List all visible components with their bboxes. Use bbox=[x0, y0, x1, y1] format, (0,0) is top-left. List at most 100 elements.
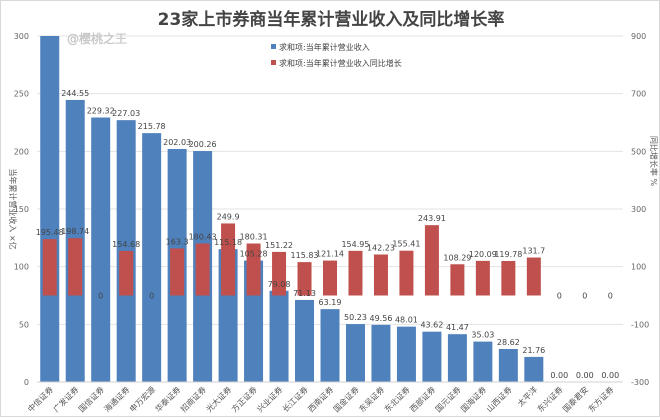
revenue-data-label: 227.03 bbox=[112, 109, 140, 118]
x-tick-label: 广发证券 bbox=[51, 384, 81, 414]
growth-data-label: 155.41 bbox=[392, 240, 420, 249]
revenue-data-label: 41.47 bbox=[446, 323, 469, 332]
revenue-bar bbox=[142, 133, 162, 382]
revenue-bar bbox=[269, 290, 289, 382]
growth-data-label: 180.31 bbox=[240, 233, 268, 242]
x-tick-label: 东北证券 bbox=[382, 384, 412, 414]
revenue-data-label: 71.13 bbox=[293, 289, 316, 298]
watermark: @樱桃之王 bbox=[67, 31, 127, 46]
growth-data-label: 131.7 bbox=[522, 247, 545, 256]
x-tick-label: 西部证券 bbox=[408, 384, 438, 414]
revenue-data-label: 229.32 bbox=[87, 107, 115, 116]
growth-data-label: 119.78 bbox=[494, 250, 522, 259]
revenue-bar bbox=[524, 356, 544, 382]
revenue-bar bbox=[371, 324, 391, 382]
y2-tick-label: 900 bbox=[631, 32, 646, 41]
revenue-data-label: 28.62 bbox=[497, 338, 520, 347]
growth-data-label: 0 bbox=[608, 292, 613, 301]
growth-data-label: 142.23 bbox=[367, 243, 395, 252]
x-tick-label: 海通证券 bbox=[102, 384, 132, 414]
legend-swatch-growth bbox=[271, 60, 276, 65]
x-tick-label: 光大证券 bbox=[204, 384, 234, 414]
revenue-data-label: 43.62 bbox=[420, 321, 443, 330]
x-tick-label: 招商证券 bbox=[178, 384, 208, 414]
y-tick-label: 50 bbox=[19, 320, 29, 329]
revenue-data-label: 215.78 bbox=[138, 122, 166, 131]
y2-tick-label: 300 bbox=[631, 205, 646, 214]
x-tick-label: 国海证券 bbox=[459, 384, 489, 414]
x-tick-label: 国金证券 bbox=[331, 384, 361, 414]
x-tick-label: 山西证券 bbox=[484, 384, 514, 414]
revenue-data-label: 50.23 bbox=[344, 313, 367, 322]
revenue-bar bbox=[295, 299, 315, 382]
y2-tick-label: -300 bbox=[631, 378, 649, 387]
growth-data-label: 0 bbox=[582, 292, 587, 301]
growth-bar bbox=[526, 257, 541, 296]
revenue-data-label: 202.03 bbox=[163, 138, 191, 147]
growth-bar bbox=[501, 260, 516, 296]
x-tick-label: 长江证券 bbox=[280, 384, 310, 414]
growth-bar bbox=[297, 262, 312, 296]
growth-data-label: 180.43 bbox=[189, 232, 217, 241]
growth-bar bbox=[195, 243, 210, 296]
growth-data-label: 163.3 bbox=[166, 237, 189, 246]
y2-tick-label: -100 bbox=[631, 320, 649, 329]
revenue-data-label: 200.26 bbox=[189, 140, 217, 149]
chart-title: 23家上市券商当年累计营业收入及同比增长率 bbox=[158, 9, 505, 30]
revenue-data-label: 49.56 bbox=[370, 314, 393, 323]
x-tick-label: 东兴证券 bbox=[535, 384, 565, 414]
x-tick-label: 申万宏源 bbox=[127, 384, 157, 414]
revenue-bar bbox=[422, 331, 442, 382]
growth-data-label: 0 bbox=[98, 292, 103, 301]
revenue-data-label: 105.28 bbox=[240, 250, 268, 259]
revenue-data-label: 63.19 bbox=[319, 298, 342, 307]
growth-bar bbox=[170, 248, 185, 296]
y-tick-label: 0 bbox=[24, 378, 29, 387]
revenue-bar bbox=[40, 36, 60, 382]
growth-bar bbox=[399, 250, 414, 296]
growth-bar bbox=[68, 238, 83, 296]
revenue-data-label: 21.76 bbox=[522, 346, 545, 355]
y-axis-title: 当年累计营业收入 ×亿 bbox=[8, 168, 18, 249]
y-tick-label: 250 bbox=[14, 90, 29, 99]
growth-bar bbox=[348, 250, 363, 296]
growth-data-label: 115.83 bbox=[291, 251, 319, 260]
growth-data-label: 198.74 bbox=[61, 227, 89, 236]
growth-data-label: 121.14 bbox=[316, 250, 344, 259]
growth-data-label: 120.09 bbox=[469, 250, 497, 259]
growth-data-label: 243.91 bbox=[418, 214, 446, 223]
x-tick-label: 兴业证券 bbox=[255, 384, 285, 414]
growth-bar bbox=[119, 250, 134, 296]
y2-tick-label: 700 bbox=[631, 90, 646, 99]
revenue-bar bbox=[91, 117, 111, 382]
data-labels: 195.48 244.55 198.74 229.32 0 227.03 154.68 215… bbox=[36, 89, 619, 380]
revenue-data-label: 115.18 bbox=[214, 238, 242, 247]
y-tick-label: 100 bbox=[14, 263, 29, 272]
x-tick-label: 东方证券 bbox=[586, 384, 616, 414]
growth-bar bbox=[42, 239, 57, 296]
growth-data-label: 195.48 bbox=[36, 228, 64, 237]
revenue-data-label: 0.00 bbox=[550, 371, 568, 380]
growth-data-label: 249.9 bbox=[217, 212, 240, 221]
x-tick-label: 太平洋 bbox=[515, 384, 539, 408]
growth-bar bbox=[373, 254, 388, 296]
growth-bar bbox=[450, 264, 465, 296]
revenue-bar bbox=[498, 348, 518, 382]
revenue-data-label: 35.03 bbox=[471, 331, 494, 340]
growth-bar bbox=[246, 243, 261, 296]
y-tick-label: 200 bbox=[14, 147, 29, 156]
revenue-bar bbox=[473, 341, 493, 382]
growth-data-label: 154.68 bbox=[112, 240, 140, 249]
growth-data-label: 154.95 bbox=[341, 240, 369, 249]
revenue-data-label: 244.55 bbox=[61, 89, 89, 98]
legend-label-revenue: 求和项:当年累计营业收入 bbox=[279, 42, 370, 52]
legend: 求和项:当年累计营业收入 求和项:当年累计营业收入同比增长 bbox=[271, 42, 402, 68]
growth-bar bbox=[323, 260, 337, 296]
revenue-data-label: 0.00 bbox=[576, 371, 594, 380]
growth-bar bbox=[221, 223, 236, 296]
x-tick-label: 中信证券 bbox=[25, 384, 55, 414]
x-tick-label: 华泰证券 bbox=[153, 384, 183, 414]
y-tick-label: 150 bbox=[14, 205, 29, 214]
x-tick-label: 方正证券 bbox=[229, 384, 259, 414]
